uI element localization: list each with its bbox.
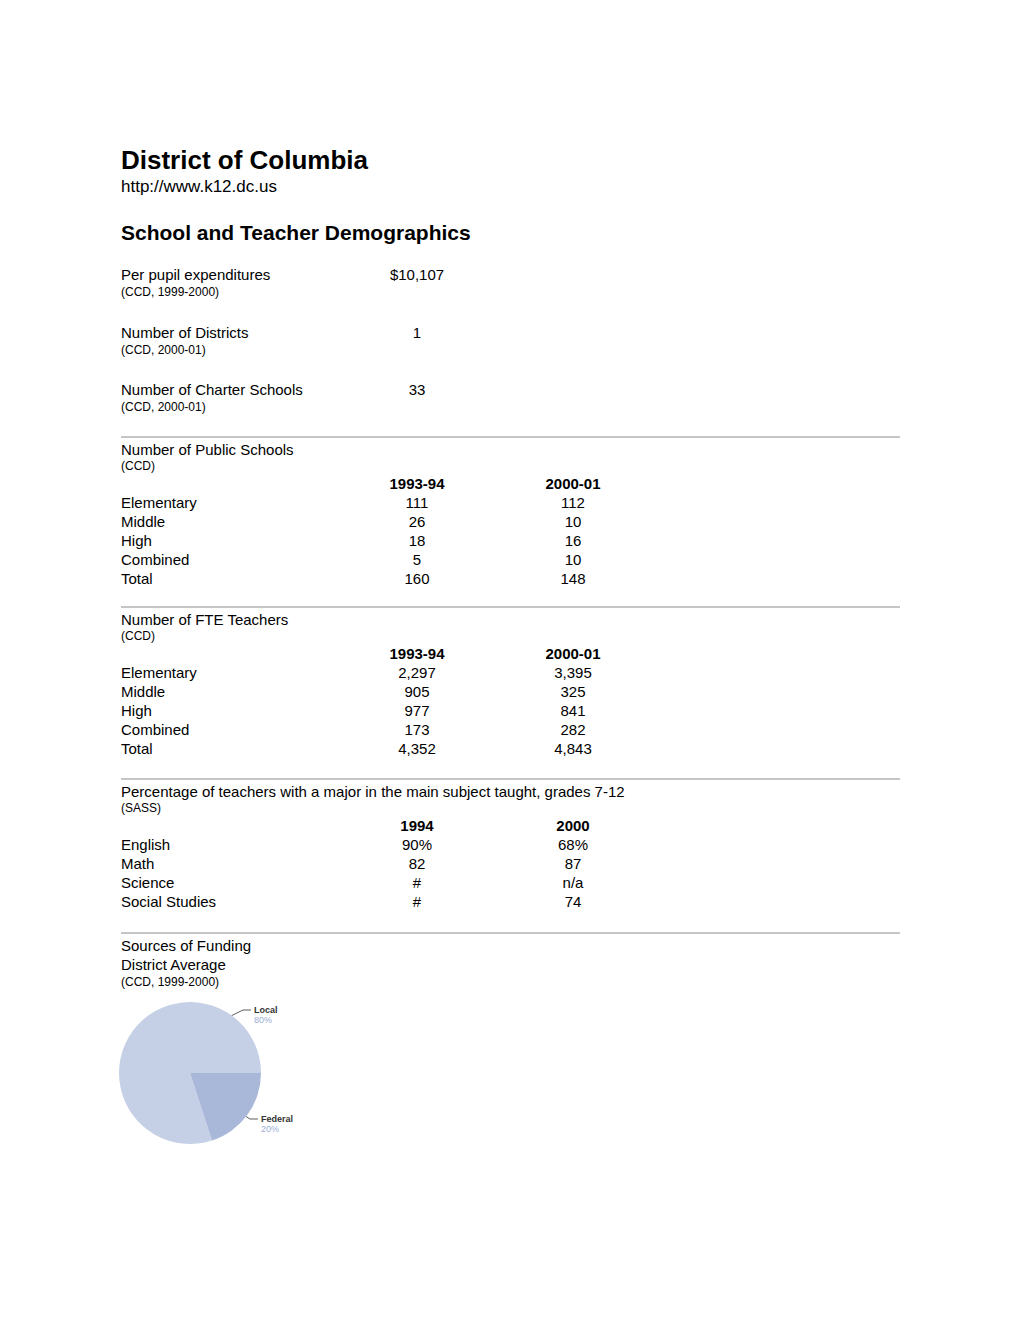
table-cell: 111 — [406, 494, 429, 511]
section-title: School and Teacher Demographics — [121, 221, 471, 244]
table-cell: n/a — [563, 874, 585, 891]
pie — [119, 1002, 261, 1144]
row-label: High — [121, 702, 152, 719]
row-label: Combined — [121, 721, 189, 738]
row-label: Middle — [121, 513, 165, 530]
row-label: Math — [121, 855, 154, 872]
table-cell: 2,297 — [398, 664, 436, 681]
table-cell: 5 — [413, 551, 421, 568]
leader-line — [246, 1117, 258, 1119]
row-label: English — [121, 836, 170, 853]
row-label: Elementary — [121, 494, 197, 511]
chart-source: (CCD, 1999-2000) — [121, 975, 219, 989]
table-title: Number of Public Schools — [121, 441, 294, 458]
table-cell: 16 — [565, 532, 582, 549]
table-source: (CCD) — [121, 459, 155, 473]
divider — [121, 779, 900, 780]
page-title: District of Columbia — [121, 145, 369, 175]
table-cell: 90% — [402, 836, 432, 853]
row-label: Total — [121, 570, 153, 587]
stat-value: 1 — [413, 324, 421, 341]
table-cell: 4,843 — [554, 740, 592, 757]
page: District of Columbia http://www.k12.dc.us… — [0, 0, 1020, 1320]
table-cell: 87 — [565, 855, 582, 872]
table-cell: 325 — [560, 683, 585, 700]
table-title: Number of FTE Teachers — [121, 611, 288, 628]
page-url[interactable]: http://www.k12.dc.us — [121, 177, 277, 196]
column-header: 1994 — [400, 817, 434, 834]
stat-source: (CCD, 1999-2000) — [121, 285, 219, 299]
stat-label: Number of Districts — [121, 324, 249, 341]
table-cell: 3,395 — [554, 664, 592, 681]
table-cell: 841 — [560, 702, 585, 719]
stat-label: Number of Charter Schools — [121, 381, 303, 398]
divider — [121, 607, 900, 608]
table-cell: 173 — [404, 721, 429, 738]
table-cell: 26 — [409, 513, 426, 530]
row-label: Total — [121, 740, 153, 757]
table-cell: 82 — [409, 855, 426, 872]
stat-value: 33 — [409, 381, 426, 398]
row-label: Science — [121, 874, 174, 891]
row-label: Social Studies — [121, 893, 216, 910]
table-cell: 74 — [565, 893, 582, 910]
column-header: 1993-94 — [389, 475, 445, 492]
row-label: Combined — [121, 551, 189, 568]
table-cell: 977 — [404, 702, 429, 719]
slice-value: 20% — [261, 1124, 279, 1134]
divider — [121, 437, 900, 438]
table-cell: 282 — [560, 721, 585, 738]
pie-slice — [190, 1073, 261, 1141]
table-title: Percentage of teachers with a major in t… — [121, 783, 625, 800]
table-cell: # — [413, 893, 422, 910]
column-header: 2000-01 — [545, 645, 600, 662]
table-cell: 160 — [404, 570, 429, 587]
table-cell: 68% — [558, 836, 588, 853]
divider — [121, 933, 900, 934]
stat-source: (CCD, 2000-01) — [121, 400, 206, 414]
slice-value: 80% — [254, 1015, 272, 1025]
column-header: 2000 — [556, 817, 589, 834]
table-source: (CCD) — [121, 629, 155, 643]
row-label: Elementary — [121, 664, 197, 681]
slice-label: Federal — [261, 1114, 293, 1124]
chart-title: Sources of Funding — [121, 937, 251, 954]
table-cell: 10 — [565, 551, 582, 568]
slice-label: Local — [254, 1005, 278, 1015]
table-source: (SASS) — [121, 801, 161, 815]
chart-subtitle: District Average — [121, 956, 226, 973]
table-cell: 18 — [409, 532, 426, 549]
table-cell: 148 — [560, 570, 585, 587]
column-header: 2000-01 — [545, 475, 600, 492]
table-cell: 10 — [565, 513, 582, 530]
table-cell: # — [413, 874, 422, 891]
pie-slice — [119, 1002, 261, 1144]
table-cell: 112 — [561, 494, 585, 511]
row-label: High — [121, 532, 152, 549]
table-cell: 905 — [404, 683, 429, 700]
stat-label: Per pupil expenditures — [121, 266, 270, 283]
row-label: Middle — [121, 683, 165, 700]
leader-line — [232, 1010, 251, 1016]
stat-value: $10,107 — [390, 266, 444, 283]
table-cell: 4,352 — [398, 740, 436, 757]
stat-source: (CCD, 2000-01) — [121, 343, 206, 357]
column-header: 1993-94 — [389, 645, 445, 662]
